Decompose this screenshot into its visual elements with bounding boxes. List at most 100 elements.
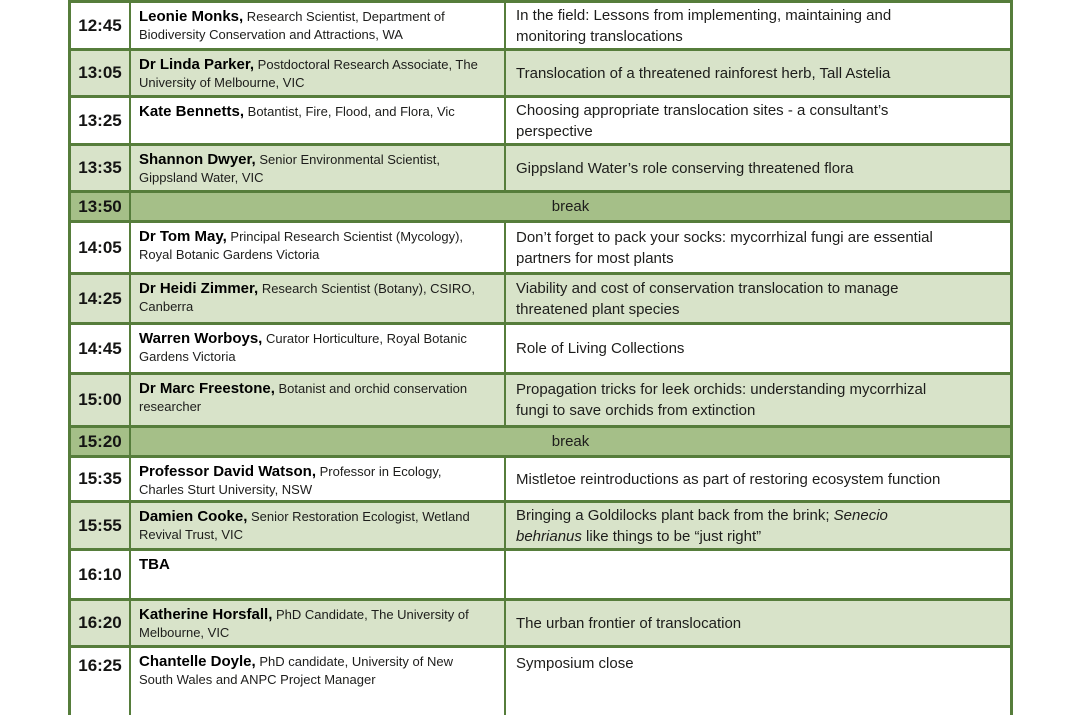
time-cell: 13:25 (71, 98, 131, 143)
speaker-name: Kate Bennetts, (139, 103, 245, 120)
speaker-name: Dr Tom May, (139, 228, 227, 245)
session-row: 16:10 TBA (71, 548, 1010, 598)
title-segment: In the field: Lessons from implementing,… (516, 6, 892, 45)
time-label: 16:10 (78, 564, 122, 584)
session-title: Propagation tricks for leek orchids: und… (516, 379, 980, 421)
speaker-name: Leonie Monks, (139, 8, 244, 25)
speaker-affiliation: Principal Research Scientist (Mycology),… (139, 229, 464, 262)
speaker-affiliation: Research Scientist (Botany), CSIRO, Canb… (139, 281, 475, 314)
topic-cell: Role of Living Collections (506, 325, 1010, 372)
time-cell: 15:55 (71, 503, 131, 548)
speaker-affiliation: Professor in Ecology, Charles Sturt Univ… (139, 464, 442, 497)
topic-cell (506, 551, 1010, 598)
title-segment: Mistletoe reintroductions as part of res… (516, 470, 941, 488)
topic-cell: Propagation tricks for leek orchids: und… (506, 375, 1010, 425)
topic-cell: Gippsland Water’s role conserving threat… (506, 146, 1010, 190)
speaker-cell: Shannon Dwyer, Senior Environmental Scie… (131, 146, 506, 190)
speaker-name: Katherine Horsfall, (139, 606, 273, 623)
topic-cell: Don’t forget to pack your socks: mycorrh… (506, 223, 1010, 272)
time-label: 13:50 (78, 196, 122, 216)
session-title: Gippsland Water’s role conserving threat… (516, 158, 980, 179)
speaker-name: Chantelle Doyle, (139, 653, 256, 670)
title-segment: Bringing a Goldilocks plant back from th… (516, 506, 834, 524)
speaker-cell: Dr Tom May, Principal Research Scientist… (131, 223, 506, 272)
speaker-cell: Chantelle Doyle, PhD candidate, Universi… (131, 648, 506, 715)
title-segment: like things to be “just right” (581, 527, 762, 545)
session-row: 14:25 Dr Heidi Zimmer, Research Scientist… (71, 272, 1010, 322)
time-cell: 13:05 (71, 51, 131, 95)
title-segment: Gippsland Water’s role conserving threat… (516, 159, 854, 177)
time-label: 15:55 (78, 515, 122, 535)
topic-cell: In the field: Lessons from implementing,… (506, 3, 1010, 48)
speaker-cell: Dr Marc Freestone, Botanist and orchid c… (131, 375, 506, 425)
time-cell: 14:45 (71, 325, 131, 372)
speaker-cell: Damien Cooke, Senior Restoration Ecologi… (131, 503, 506, 548)
time-label: 13:25 (78, 110, 122, 130)
time-cell: 15:00 (71, 375, 131, 425)
session-row: 15:00 Dr Marc Freestone, Botanist and orc… (71, 372, 1010, 425)
speaker-affiliation: Senior Environmental Scientist, Gippslan… (139, 152, 440, 185)
speaker-affiliation: Research Scientist, Department of Biodiv… (139, 9, 445, 42)
session-title: In the field: Lessons from implementing,… (516, 5, 980, 47)
speaker-name: Dr Marc Freestone, (139, 380, 275, 397)
time-label: 13:05 (78, 63, 122, 82)
title-segment: The urban frontier of translocation (516, 614, 742, 632)
session-title: Role of Living Collections (516, 338, 980, 359)
speaker-affiliation: Botantist, Fire, Flood, and Flora, Vic (244, 104, 455, 119)
title-segment: Propagation tricks for leek orchids: und… (516, 381, 927, 419)
time-cell: 12:45 (71, 3, 131, 48)
speaker-name: Dr Linda Parker, (139, 56, 255, 73)
session-row: 14:45 Warren Worboys, Curator Horticultur… (71, 322, 1010, 372)
session-title: The urban frontier of translocation (516, 613, 980, 634)
time-cell: 13:35 (71, 146, 131, 190)
speaker-name: Dr Heidi Zimmer, (139, 280, 259, 297)
speaker-name: Shannon Dwyer, (139, 151, 256, 168)
title-segment: Symposium close (516, 655, 634, 672)
time-cell: 14:25 (71, 275, 131, 322)
time-cell: 15:20 (71, 428, 131, 455)
topic-cell: Symposium close (506, 648, 1010, 715)
topic-cell: Mistletoe reintroductions as part of res… (506, 458, 1010, 500)
session-row: 15:35 Professor David Watson, Professor i… (71, 455, 1010, 500)
title-segment: Role of Living Collections (516, 340, 685, 357)
title-segment: Viability and cost of conservation trans… (516, 279, 899, 318)
topic-cell: Choosing appropriate translocation sites… (506, 98, 1010, 143)
speaker-cell: Dr Linda Parker, Postdoctoral Research A… (131, 51, 506, 95)
time-label: 16:20 (78, 613, 122, 632)
title-segment: Translocation of a threatened rainforest… (516, 64, 891, 82)
session-row: 16:20 Katherine Horsfall, PhD Candidate, … (71, 598, 1010, 645)
speaker-affiliation: Botanist and orchid conservation researc… (139, 381, 468, 414)
speaker-affiliation: PhD Candidate, The University of Melbour… (139, 607, 469, 640)
break-row: 15:20 break (71, 425, 1010, 455)
session-row: 16:25 Chantelle Doyle, PhD candidate, Uni… (71, 645, 1010, 715)
speaker-cell: Leonie Monks, Research Scientist, Depart… (131, 3, 506, 48)
session-title: Don’t forget to pack your socks: mycorrh… (516, 227, 980, 269)
schedule-table: 12:45 Leonie Monks, Research Scientist, D… (68, 0, 1013, 715)
time-label: 13:35 (78, 158, 122, 177)
time-cell: 16:20 (71, 601, 131, 645)
title-segment: Don’t forget to pack your socks: mycorrh… (516, 228, 933, 267)
speaker-name: Professor David Watson, (139, 463, 316, 480)
break-row: 13:50 break (71, 190, 1010, 220)
topic-cell: Viability and cost of conservation trans… (506, 275, 1010, 322)
time-label: 14:25 (78, 288, 122, 308)
speaker-name: Warren Worboys, (139, 330, 263, 347)
time-cell: 15:35 (71, 458, 131, 500)
session-title: Mistletoe reintroductions as part of res… (516, 469, 980, 490)
speaker-affiliation: Senior Restoration Ecologist, Wetland Re… (139, 509, 470, 542)
speaker-cell: Warren Worboys, Curator Horticulture, Ro… (131, 325, 506, 372)
session-row: 12:45 Leonie Monks, Research Scientist, D… (71, 0, 1010, 48)
topic-cell: Translocation of a threatened rainforest… (506, 51, 1010, 95)
session-row: 14:05 Dr Tom May, Principal Research Scie… (71, 220, 1010, 272)
session-row: 13:25 Kate Bennetts, Botantist, Fire, Flo… (71, 95, 1010, 143)
speaker-affiliation: Curator Horticulture, Royal Botanic Gard… (139, 331, 467, 364)
speaker-affiliation: Postdoctoral Research Associate, The Uni… (139, 57, 478, 90)
break-label: break (551, 433, 590, 450)
time-cell: 16:10 (71, 551, 131, 598)
speaker-name: TBA (139, 556, 170, 573)
topic-cell: The urban frontier of translocation (506, 601, 1010, 645)
time-label: 15:00 (78, 390, 122, 409)
topic-cell: Bringing a Goldilocks plant back from th… (506, 503, 1010, 548)
break-cell: break (131, 193, 1010, 220)
time-label: 12:45 (78, 15, 122, 35)
